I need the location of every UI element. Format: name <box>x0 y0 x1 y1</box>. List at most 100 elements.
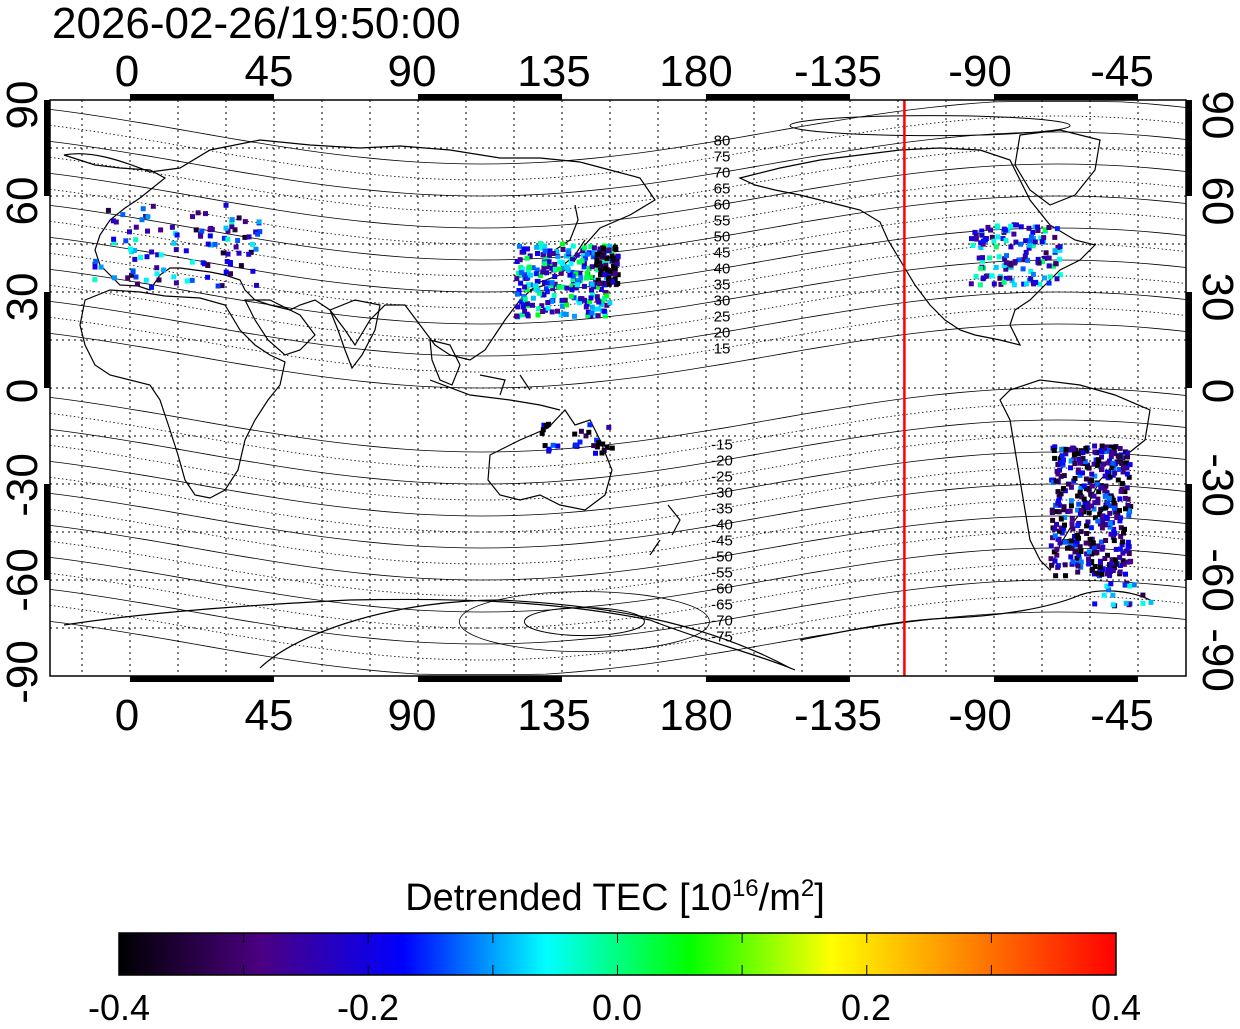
tec-point <box>1091 545 1097 551</box>
tec-point <box>1059 446 1065 452</box>
tec-point <box>598 302 604 308</box>
tec-point <box>1072 461 1078 467</box>
tec-point <box>1021 257 1027 263</box>
tec-point <box>1114 515 1120 520</box>
tec-point <box>1052 533 1058 539</box>
tec-point <box>1126 602 1132 608</box>
tec-point <box>594 444 600 450</box>
tec-point <box>998 281 1004 287</box>
tec-point <box>597 249 603 255</box>
tec-point <box>139 217 145 223</box>
tec-point <box>542 243 547 249</box>
tec-point <box>1083 445 1089 451</box>
tec-point <box>516 288 522 293</box>
tec-point <box>552 261 558 267</box>
tec-point <box>548 283 554 289</box>
tec-point <box>207 233 213 239</box>
tec-point <box>1113 557 1118 563</box>
tec-point <box>189 277 195 283</box>
tec-point <box>1122 489 1128 495</box>
tec-point <box>1117 507 1122 513</box>
tec-point <box>1131 582 1137 588</box>
tec-point <box>604 268 610 274</box>
tec-point <box>219 283 225 289</box>
right-lat-tick-label: 30 <box>1193 273 1240 322</box>
tec-point <box>1104 449 1110 454</box>
tec-point <box>545 300 551 305</box>
tec-point <box>1083 448 1089 454</box>
tec-point <box>1052 526 1058 532</box>
tec-point <box>555 443 561 449</box>
tec-point <box>1112 451 1118 457</box>
tec-point <box>519 312 525 318</box>
magnetic-contour <box>49 323 1187 389</box>
tec-point <box>1125 496 1131 502</box>
magnetic-contour <box>49 579 1187 645</box>
tec-point <box>1096 489 1102 495</box>
tec-point <box>1007 261 1013 266</box>
tec-point <box>1008 244 1014 250</box>
coastline-india <box>329 299 381 370</box>
tec-point <box>1092 443 1098 449</box>
tec-point <box>560 284 566 290</box>
tec-point <box>556 284 562 290</box>
tec-point <box>570 277 576 282</box>
tec-point <box>574 252 580 258</box>
tec-point <box>544 270 550 276</box>
tec-point <box>1003 238 1009 243</box>
tec-point <box>171 240 177 246</box>
bottom-lon-tick-label: 135 <box>517 691 590 740</box>
colorbar-title-main: Detrended TEC [10 <box>405 877 732 919</box>
left-lat-tick-label: -30 <box>0 453 47 517</box>
tec-point <box>602 313 608 319</box>
tec-point <box>1124 485 1130 491</box>
colorbar-title-end: ] <box>814 877 825 919</box>
tec-point <box>1110 568 1116 573</box>
tec-point <box>527 264 533 270</box>
colorbar-tick-label: 0.0 <box>592 987 642 1024</box>
tec-point <box>539 303 545 309</box>
tec-point <box>586 265 592 271</box>
tec-point <box>582 255 588 261</box>
tec-point <box>254 282 259 288</box>
tec-point <box>1061 507 1067 513</box>
tec-point <box>1084 551 1090 557</box>
tec-point <box>610 279 616 285</box>
tec-point <box>588 244 594 249</box>
magnetic-lat-label: -50 <box>711 548 733 565</box>
tec-point <box>1103 538 1109 543</box>
bottom-lon-tick-label: -45 <box>1090 691 1154 740</box>
tec-point <box>1111 446 1117 452</box>
tec-point <box>1108 503 1114 509</box>
tec-point <box>1037 281 1043 287</box>
tec-point <box>1063 573 1068 579</box>
tec-point <box>1081 483 1087 489</box>
tec-point <box>1028 268 1034 274</box>
tec-point <box>545 305 551 311</box>
tec-point <box>1035 256 1041 262</box>
tec-point <box>1035 224 1040 230</box>
frame-bar-top <box>418 94 562 100</box>
tec-point <box>1124 471 1130 477</box>
tec-point <box>593 279 599 285</box>
tec-observation-points <box>92 202 1154 609</box>
tec-point <box>1049 510 1055 515</box>
tec-point <box>987 255 993 261</box>
tec-point <box>577 270 583 276</box>
tec-point <box>111 275 117 281</box>
tec-point <box>1092 473 1098 479</box>
tec-point <box>1068 458 1074 464</box>
magnetic-latitude-labels-south: -15-20-25-30-35-40-45-50-55-60-65-70-75 <box>711 436 733 645</box>
tec-point <box>1060 460 1066 466</box>
tec-point <box>534 267 540 273</box>
tec-point <box>580 248 586 254</box>
magnetic-lat-label: 60 <box>714 196 731 213</box>
tec-point <box>584 275 589 281</box>
tec-point <box>183 248 189 254</box>
tec-point <box>1026 225 1032 231</box>
tec-point <box>1106 495 1112 501</box>
tec-point <box>1086 549 1092 555</box>
tec-point <box>1065 545 1070 551</box>
bottom-lon-tick-label: 0 <box>115 691 139 740</box>
magnetic-contour <box>49 179 1187 245</box>
